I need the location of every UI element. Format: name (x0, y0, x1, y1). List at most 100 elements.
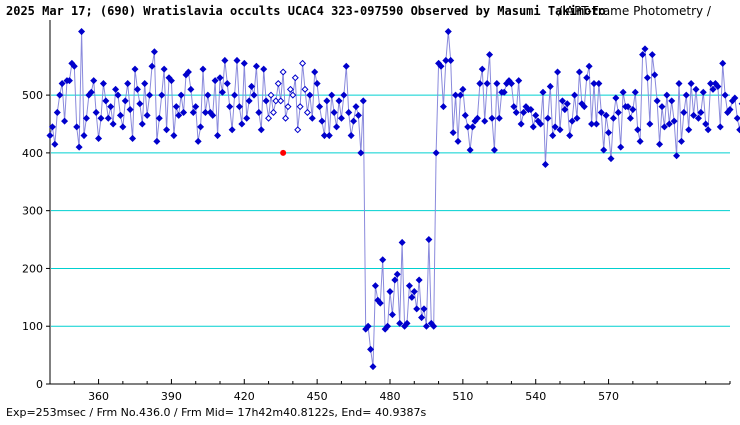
footer-info: Exp=253msec / Frm No.436.0 / Frm Mid= 17… (6, 406, 426, 419)
data-point (90, 77, 98, 85)
data-point (201, 108, 209, 116)
data-point (286, 85, 294, 93)
data-point (500, 88, 508, 96)
data-point (51, 140, 59, 148)
data-point (473, 114, 481, 122)
data-point (609, 114, 617, 122)
data-point (376, 299, 384, 307)
data-point (420, 305, 428, 313)
data-point (439, 103, 447, 111)
data-point (294, 126, 302, 134)
data-point (617, 143, 625, 151)
data-point (527, 106, 535, 114)
data-point (245, 97, 253, 105)
data-point (656, 140, 664, 148)
data-point (65, 77, 73, 85)
data-point (82, 114, 90, 122)
data-point (597, 108, 605, 116)
data-point (464, 123, 472, 131)
data-point (520, 108, 528, 116)
data-point (459, 85, 467, 93)
data-point (403, 319, 411, 327)
data-point (449, 129, 457, 137)
data-point (197, 123, 205, 131)
data-point (116, 111, 124, 119)
data-point (97, 114, 105, 122)
data-point (187, 85, 195, 93)
data-point (119, 123, 127, 131)
data-point (398, 238, 406, 246)
data-point (721, 91, 729, 99)
data-point (146, 91, 154, 99)
data-point (104, 114, 112, 122)
y-tick-label-3: 300 (22, 205, 43, 218)
data-point (291, 74, 299, 82)
data-point (126, 106, 134, 114)
data-point (257, 126, 265, 134)
data-point (277, 97, 285, 105)
data-point (393, 270, 401, 278)
data-point (714, 82, 722, 90)
data-point (301, 85, 309, 93)
data-point (469, 123, 477, 131)
data-point (408, 293, 416, 301)
data-point (194, 137, 202, 145)
data-point (58, 80, 66, 88)
data-point (607, 155, 615, 163)
data-point (92, 108, 100, 116)
data-point (430, 322, 438, 330)
data-point (658, 103, 666, 111)
data-point (289, 91, 297, 99)
y-tick-label-1: 100 (22, 320, 43, 333)
data-point (690, 111, 698, 119)
data-point (529, 123, 537, 131)
data-point (233, 56, 241, 64)
y-tick-label-4: 400 (22, 147, 43, 160)
plot-area (46, 28, 740, 371)
data-point (532, 111, 540, 119)
data-point (629, 106, 637, 114)
data-point (250, 91, 258, 99)
y-tick-label-0: 0 (36, 378, 43, 391)
data-point (109, 120, 117, 128)
data-point (413, 305, 421, 313)
data-point (476, 80, 484, 88)
data-point (571, 91, 579, 99)
data-point (422, 322, 430, 330)
chart-title: 2025 Mar 17; (690) Wratislavia occults U… (6, 4, 606, 18)
data-point (228, 126, 236, 134)
data-point (282, 114, 290, 122)
data-point (308, 114, 316, 122)
data-point (199, 65, 207, 73)
x-tick-label-5: 510 (452, 390, 473, 403)
data-point (53, 108, 61, 116)
data-point (716, 123, 724, 131)
data-point (580, 103, 588, 111)
data-point (702, 120, 710, 128)
y-ticks: 0 100 200 300 400 500 (22, 89, 50, 391)
data-point (141, 80, 149, 88)
data-point (192, 103, 200, 111)
x-tick-label-4: 480 (380, 390, 401, 403)
data-point (568, 117, 576, 125)
data-point (340, 91, 348, 99)
data-point (731, 94, 739, 102)
data-point (313, 80, 321, 88)
data-point (240, 59, 248, 67)
data-point (150, 48, 158, 56)
data-point (214, 132, 222, 140)
data-point (461, 111, 469, 119)
data-point (337, 114, 345, 122)
data-point (466, 146, 474, 154)
data-point (554, 68, 562, 76)
data-point (252, 62, 260, 70)
data-point (687, 80, 695, 88)
data-point (388, 311, 396, 319)
data-point (481, 117, 489, 125)
data-point (99, 80, 107, 88)
data-point (631, 88, 639, 96)
data-point (624, 103, 632, 111)
data-point (318, 117, 326, 125)
data-point (592, 120, 600, 128)
axes (49, 20, 730, 385)
